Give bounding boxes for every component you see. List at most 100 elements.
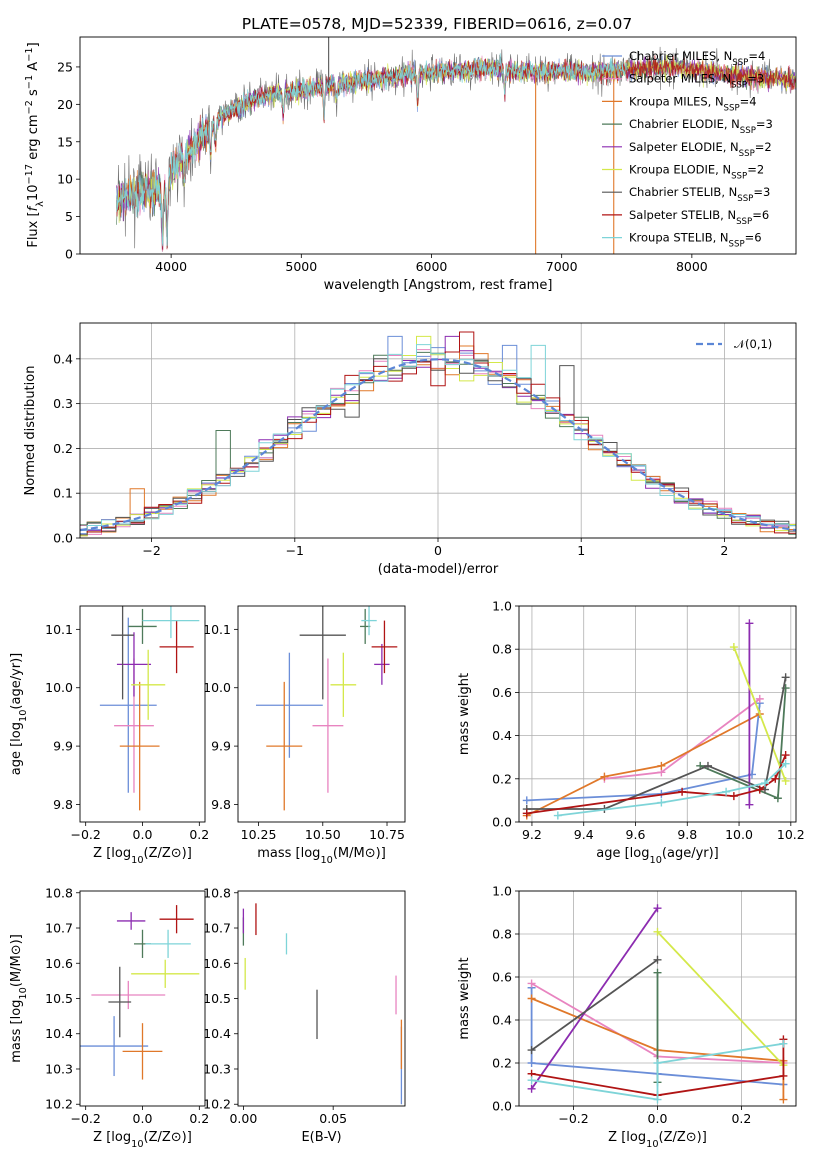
y-tick-label: 9.8 <box>211 797 231 812</box>
legend-label: 𝒩(0,1) <box>734 337 772 351</box>
spectrum-kroupa_stelib <box>116 53 628 247</box>
x-tick-label: −2 <box>142 543 160 558</box>
axes-frame <box>79 890 206 1107</box>
y-tick-label: 10.5 <box>203 991 231 1006</box>
weight-series-salpeter_elodie <box>745 619 754 809</box>
y-tick-label: 9.9 <box>53 739 73 754</box>
panel-4: 9.2 9.4 9.6 9.8 10.0 10.2 0.0 0.2 0.4 0.6 0.8 1.0 ag… <box>457 599 805 866</box>
x-tick-label: 9.2 <box>522 827 542 842</box>
y-tick-label: 0.2 <box>53 441 73 456</box>
weight-marker <box>781 673 790 682</box>
y-tick-label: 10.2 <box>45 1097 73 1112</box>
y-tick-label: 0.4 <box>492 728 512 743</box>
y-tick-label: 10.5 <box>45 991 73 1006</box>
axes-frame <box>237 890 406 1107</box>
errorbar-point-salpeter_stelib <box>159 905 194 934</box>
y-tick-label: 0.8 <box>492 927 512 942</box>
x-tick-label: 2 <box>720 543 728 558</box>
y-tick-label: 0.0 <box>492 815 512 830</box>
x-tick-label: 6000 <box>416 259 448 274</box>
errorbar-point-salpeter_miles <box>312 658 344 793</box>
errorbar-point-kroupa_miles <box>122 1023 163 1080</box>
errorbar-point-salpeter_miles <box>91 980 166 1010</box>
y-tick-label: 0.3 <box>53 396 73 411</box>
y-tick-label: 10.0 <box>203 680 231 695</box>
x-tick-label: 9.6 <box>626 827 646 842</box>
y-tick-label: 10.7 <box>45 921 73 936</box>
y-tick-label: 15 <box>57 134 73 149</box>
y-axis-label: mass weight <box>457 673 472 755</box>
weight-marker <box>653 927 662 936</box>
panel-5: −0.2 0.0 0.2 10.2 10.3 10.4 10.5 10.6 10.7 10.8 Z … <box>9 885 209 1149</box>
x-tick-label: −0.2 <box>558 1111 588 1126</box>
legend-label: Chabrier STELIB, NSSP=3 <box>629 185 770 204</box>
weight-marker <box>600 772 609 781</box>
weight-marker <box>771 774 780 783</box>
y-tick-label: 10.2 <box>203 1097 231 1112</box>
axes-frame <box>79 605 206 823</box>
y-tick-label: 0.4 <box>492 1013 512 1028</box>
x-tick-label: 7000 <box>546 259 578 274</box>
y-tick-label: 1.0 <box>492 599 512 614</box>
spectrum-salpeter_stelib <box>116 55 796 250</box>
x-tick-label: 10.0 <box>725 827 753 842</box>
legend-label: Chabrier ELODIE, NSSP=3 <box>629 117 773 136</box>
x-tick-label: 0.00 <box>229 1111 257 1126</box>
weight-marker <box>553 811 562 820</box>
plot-area <box>255 606 398 811</box>
y-tick-label: 10.7 <box>203 921 231 936</box>
errorbar-point-salpeter_elodie <box>374 643 390 685</box>
errorbar-point-salpeter_elodie <box>116 912 146 930</box>
weight-marker <box>527 1046 536 1055</box>
weight-marker <box>745 800 754 809</box>
errorbar-point-chabrier_elodie <box>128 608 157 644</box>
weight-series-kroupa_stelib <box>527 1039 788 1104</box>
y-tick-label: 0.8 <box>492 642 512 657</box>
weight-marker <box>653 904 662 913</box>
errorbar-point-kroupa_elodie <box>330 652 357 717</box>
weight-marker <box>527 994 536 1003</box>
x-tick-label: 1 <box>577 543 585 558</box>
weight-line <box>531 1042 784 1101</box>
y-tick-label: 10 <box>57 172 73 187</box>
x-tick-label: 10.2 <box>777 827 805 842</box>
weight-line <box>526 677 787 810</box>
panel-1: −2 −1 0 1 2 0.0 0.1 0.2 0.3 0.4 (data-model)/error… <box>23 322 797 577</box>
x-axis-label: (data-model)/error <box>378 562 499 577</box>
legend-label: Salpeter MILES, NSSP=3 <box>629 72 764 91</box>
plot-area <box>80 331 796 537</box>
weight-line <box>530 987 784 1086</box>
weight-series-chabrier_stelib <box>527 955 662 1055</box>
panel-6: 0.00 0.05 10.2 10.3 10.4 10.5 10.6 10.7 10.8 E(B-… <box>203 885 406 1145</box>
x-tick-label: 0.05 <box>319 1111 347 1126</box>
panel-3: 10.25 10.50 10.75 9.8 9.9 10.0 10.1 mass [log10… <box>203 605 406 866</box>
weight-series-kroupa_elodie <box>653 927 788 1070</box>
weight-marker <box>779 1039 788 1048</box>
y-tick-label: 0.1 <box>53 486 73 501</box>
x-tick-label: 0.2 <box>189 827 209 842</box>
legend-label: Kroupa MILES, NSSP=4 <box>629 94 757 113</box>
weight-marker <box>722 787 731 796</box>
hist-kroupa_stelib <box>80 344 796 531</box>
errorbar-point-kroupa_miles <box>266 681 303 811</box>
x-tick-label: 0.0 <box>133 827 153 842</box>
x-tick-label: 0.2 <box>189 1111 209 1126</box>
errorbar-point-kroupa_elodie <box>131 959 200 988</box>
plot-area <box>99 606 200 811</box>
x-axis-label: Z [log10(Z/Z⊙)] <box>608 1130 707 1150</box>
weight-series-kroupa_elodie <box>729 643 790 785</box>
x-tick-label: 9.8 <box>677 827 697 842</box>
errorbar-point-salpeter_stelib <box>159 620 194 674</box>
y-tick-label: 10.3 <box>45 1061 73 1076</box>
y-tick-label: 10.4 <box>45 1026 73 1041</box>
errorbar-point-chabrier_miles <box>255 652 323 758</box>
weight-marker <box>760 779 769 788</box>
x-axis-label: Z [log10(Z/Z⊙)] <box>93 846 192 866</box>
x-tick-label: 0.0 <box>133 1111 153 1126</box>
x-tick-label: −1 <box>286 543 304 558</box>
y-tick-label: 0.0 <box>53 531 73 546</box>
weight-series-kroupa_miles <box>522 710 764 820</box>
axes-frame <box>79 36 797 255</box>
x-tick-label: −0.2 <box>71 1111 101 1126</box>
